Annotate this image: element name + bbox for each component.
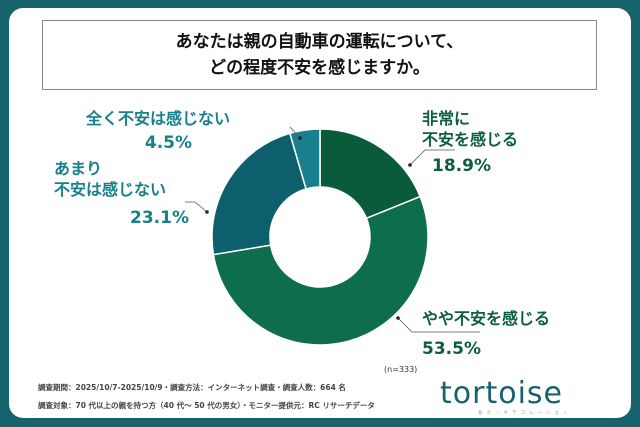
value-label: 4.5% <box>144 133 193 153</box>
donut-slice <box>212 195 429 346</box>
title-line-2: どの程度不安を感じますか。 <box>209 58 430 78</box>
leader-dot <box>205 210 209 214</box>
value-label: 53.5% <box>422 339 481 359</box>
label-text: やや不安を感じる <box>422 309 551 328</box>
label-text: 全く不安は感じない <box>86 109 231 128</box>
tortoise-logo: tortoise <box>440 376 563 411</box>
chart-title: あなたは親の自動車の運転について、 どの程度不安を感じますか。 <box>42 20 597 90</box>
label-somewhat-anxious: やや不安を感じる 53.5% <box>422 308 550 361</box>
value-label: 18.9% <box>432 156 491 176</box>
leader-dot <box>298 136 302 140</box>
label-not-anxious: 全く不安は感じない 4.5% <box>86 108 230 155</box>
leader-line <box>185 201 208 213</box>
leader-line <box>289 126 301 139</box>
leader-line <box>409 149 455 166</box>
label-text: 非常に <box>422 109 471 128</box>
label-text: 不安を感じる <box>422 130 519 149</box>
donut-slice <box>288 128 321 190</box>
leader-line <box>397 317 480 333</box>
sample-size: (n=333) <box>384 365 418 374</box>
label-text: 不安は感じない <box>54 180 167 199</box>
card <box>9 8 631 418</box>
title-line-1: あなたは親の自動車の運転について、 <box>175 32 464 52</box>
leader-dot <box>408 163 412 167</box>
label-text: あまり <box>54 159 103 178</box>
donut-slice <box>211 132 307 256</box>
logo-subtitle: 長カ・キデコレーション <box>478 411 572 416</box>
value-label: 23.1% <box>130 208 189 228</box>
leader-dot <box>396 316 400 320</box>
footer-survey-target: 調査対象：70 代以上の親を持つ方（40 代～ 50 代の男女）・モニター提供元… <box>38 401 375 410</box>
label-not-very-anxious: あまり 不安は感じない 23.1% <box>54 158 189 230</box>
label-very-anxious: 非常に 不安を感じる 18.9% <box>422 108 518 178</box>
footer-survey-info: 調査期間：2025/10/7-2025/10/9・調査方法：インターネット調査・… <box>38 383 346 392</box>
